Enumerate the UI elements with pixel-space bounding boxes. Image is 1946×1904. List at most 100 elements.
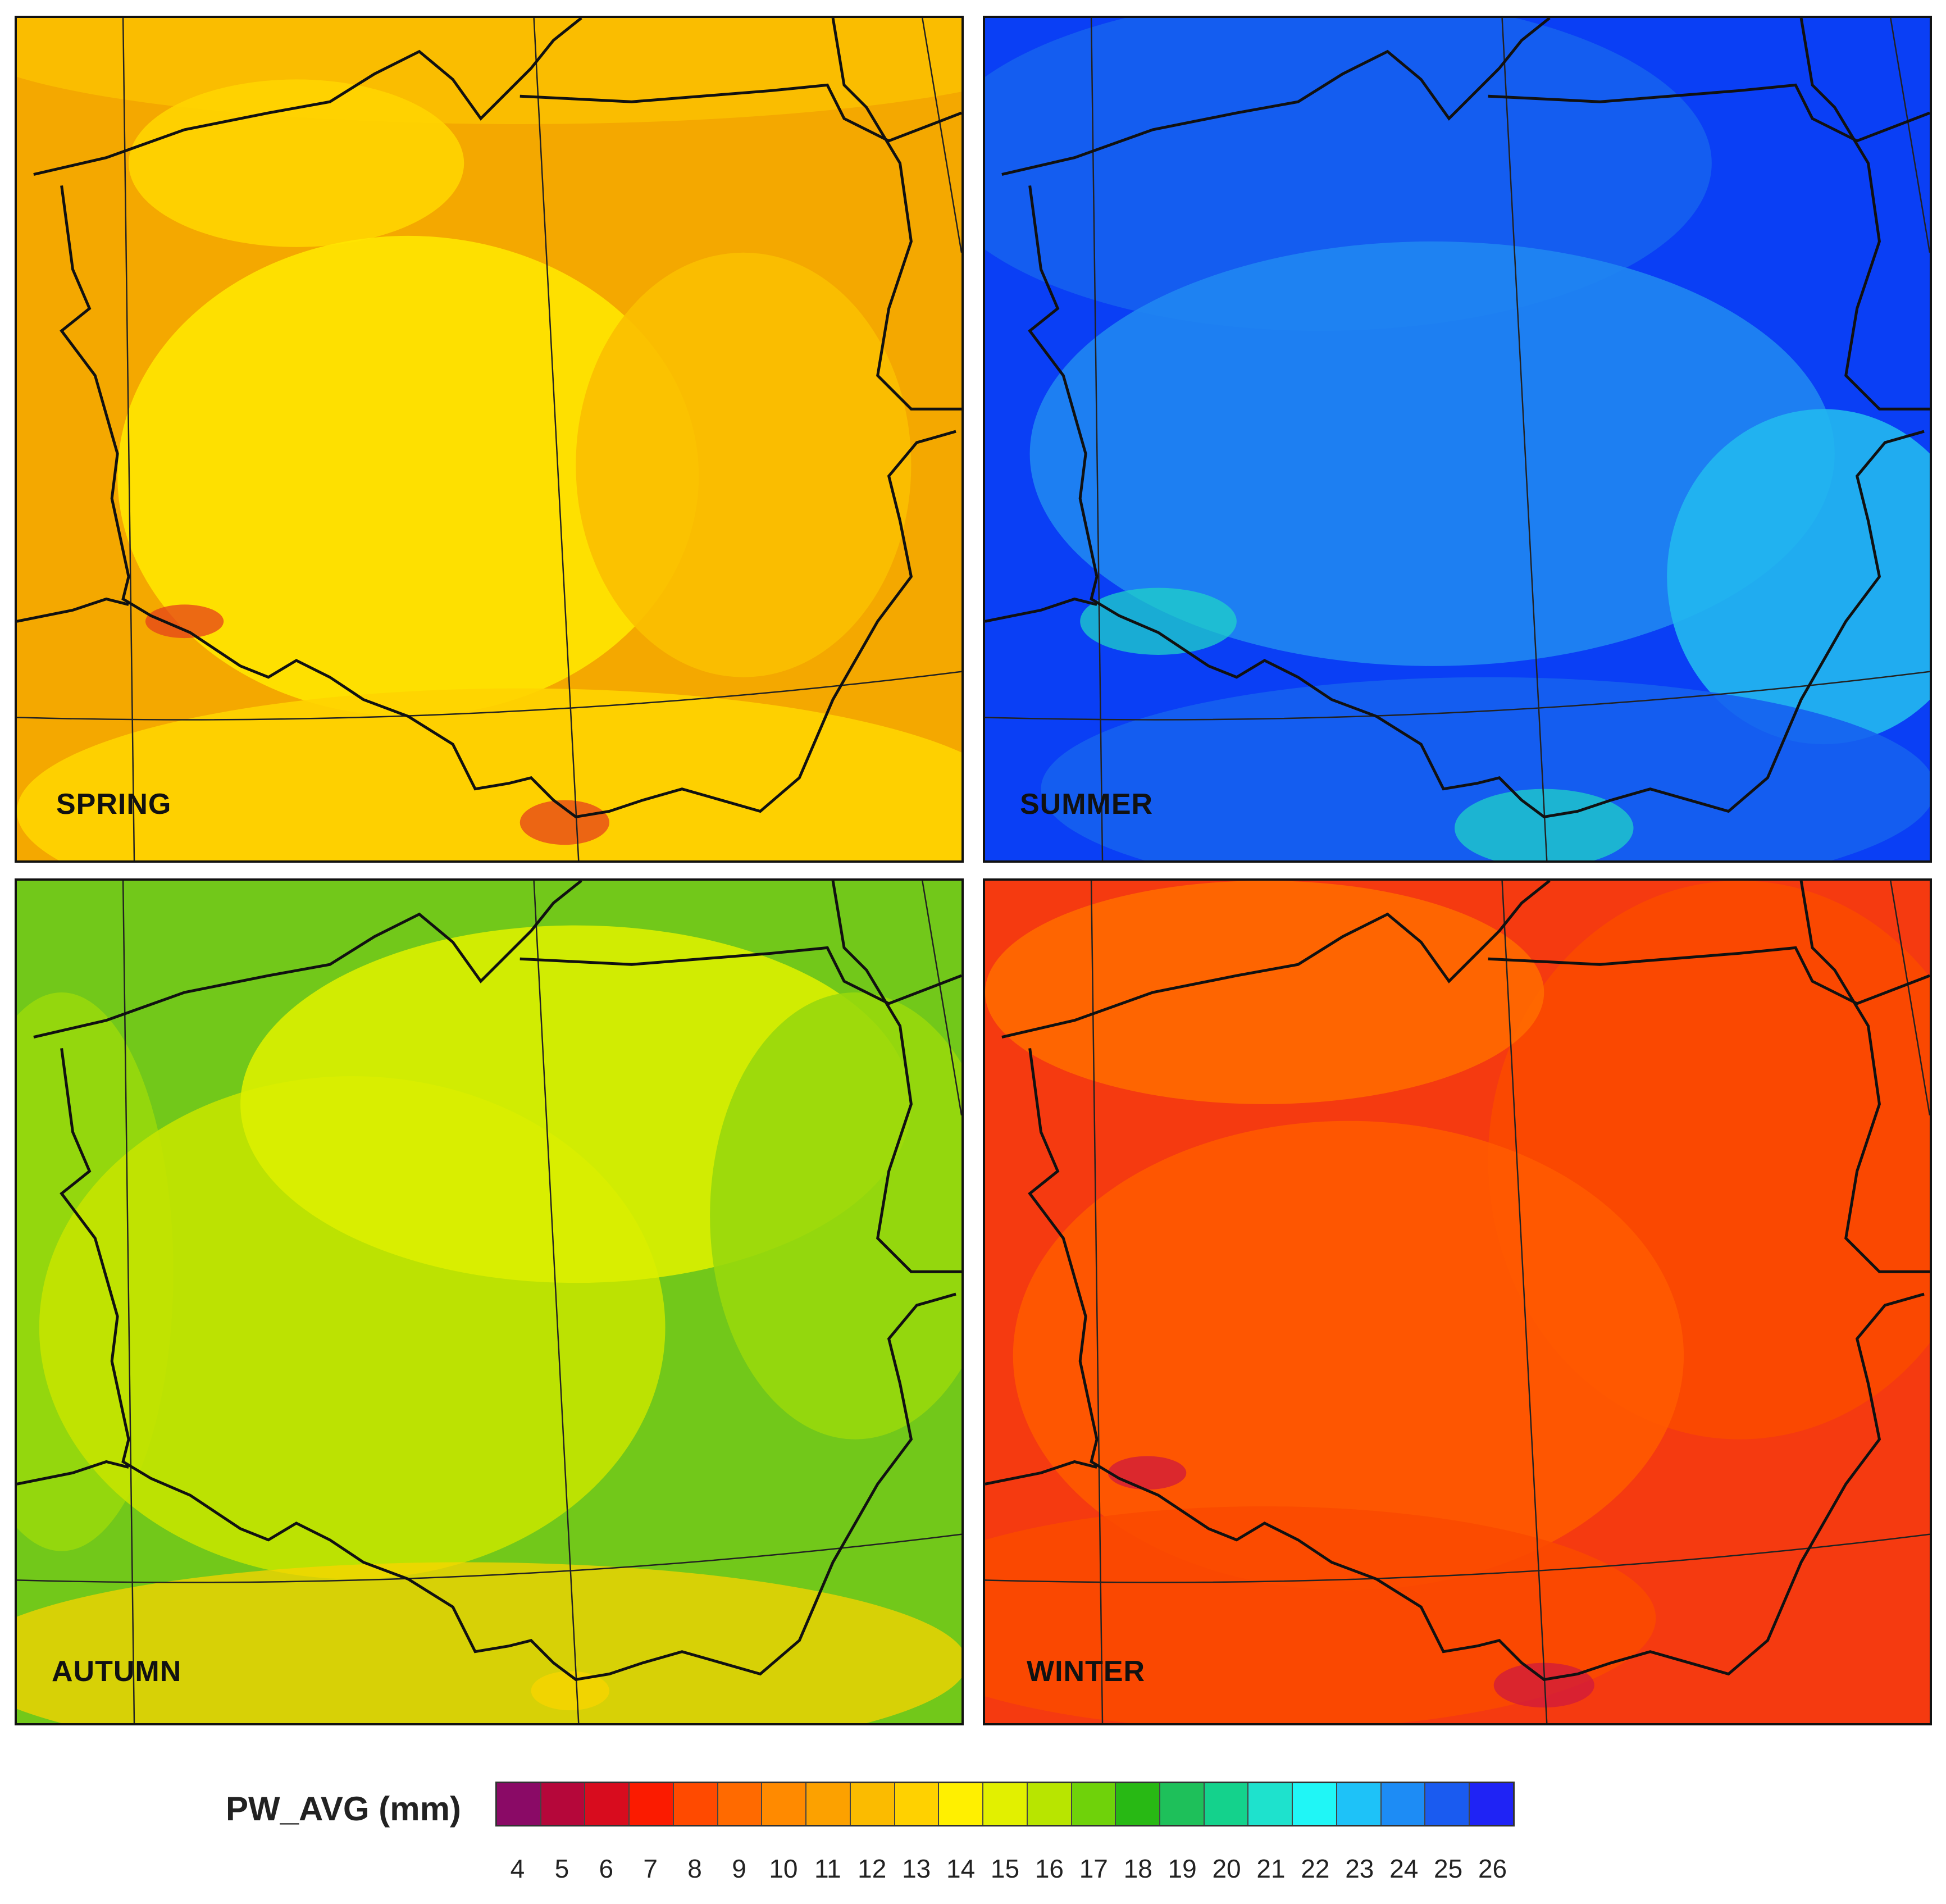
map-panel-winter: WINTER xyxy=(983,878,1932,1725)
blob-south xyxy=(17,688,961,860)
meridian-2 xyxy=(1501,18,1548,860)
map-panel-spring: SPRING xyxy=(15,16,964,863)
legend-tick-label: 24 xyxy=(1389,1854,1419,1883)
legend-title: PW_AVG (mm) xyxy=(226,1790,461,1828)
legend-swatch xyxy=(1425,1783,1470,1825)
legend-swatch xyxy=(541,1783,586,1825)
legend-swatch xyxy=(1248,1783,1293,1825)
border-south-west xyxy=(17,597,129,623)
legend-swatch xyxy=(1293,1783,1337,1825)
poland-border xyxy=(1028,18,1930,819)
legend-tick-label: 8 xyxy=(687,1854,702,1883)
map-panel-autumn: AUTUMN xyxy=(15,878,964,1725)
blob-south xyxy=(17,1562,961,1723)
legend-swatch xyxy=(806,1783,851,1825)
field-blobs xyxy=(985,18,1930,860)
meridian-3 xyxy=(922,18,961,253)
blob-south xyxy=(1041,677,1930,860)
parallel-1 xyxy=(17,1533,961,1583)
border-south-west xyxy=(985,1460,1097,1486)
parallel-1 xyxy=(17,671,961,721)
legend-tick-label: 26 xyxy=(1478,1854,1507,1883)
field-blobs xyxy=(985,881,1930,1723)
meridian-2 xyxy=(1501,881,1548,1723)
legend-tick-label: 23 xyxy=(1345,1854,1374,1883)
border-northeast xyxy=(1488,83,1930,143)
legend-swatch xyxy=(1116,1783,1161,1825)
graticule xyxy=(17,18,961,860)
meridian-3 xyxy=(922,881,961,1115)
legend-swatch xyxy=(1337,1783,1382,1825)
blob-east xyxy=(576,252,912,677)
meridian-2 xyxy=(533,18,580,860)
legend-color-bar xyxy=(495,1782,1515,1826)
legend-swatch xyxy=(1470,1783,1513,1825)
map-winter xyxy=(985,881,1930,1723)
legend-tick-label: 9 xyxy=(732,1854,746,1883)
legend-swatch xyxy=(585,1783,630,1825)
field-blobs xyxy=(17,18,961,860)
blob-central xyxy=(1029,241,1835,666)
poland-border xyxy=(60,18,961,819)
legend-tick-label: 15 xyxy=(990,1854,1020,1883)
legend-tick-label: 25 xyxy=(1434,1854,1463,1883)
legend-tick-label: 18 xyxy=(1123,1854,1152,1883)
meridian-3 xyxy=(1890,18,1930,253)
season-label: AUTUMN xyxy=(52,1655,182,1688)
border-northeast xyxy=(519,83,961,143)
legend-tick-label: 22 xyxy=(1301,1854,1330,1883)
legend-swatch xyxy=(630,1783,674,1825)
poland-border xyxy=(60,881,961,1682)
map-summer xyxy=(985,18,1930,860)
border-south-west xyxy=(17,1460,129,1486)
legend-swatch xyxy=(850,1783,895,1825)
border-south-west xyxy=(985,597,1097,623)
blob-hotspot-2 xyxy=(1108,1456,1187,1490)
blob-hotspot-1 xyxy=(519,800,609,845)
coastline xyxy=(33,18,582,176)
legend-tick-label: 21 xyxy=(1256,1854,1286,1883)
meridian-3 xyxy=(1890,881,1930,1115)
legend-tick-label: 7 xyxy=(643,1854,658,1883)
season-label: SPRING xyxy=(56,788,172,821)
graticule xyxy=(985,18,1930,860)
season-label: SUMMER xyxy=(1020,788,1154,821)
legend-swatch xyxy=(673,1783,718,1825)
legend-tick-label: 4 xyxy=(510,1854,525,1883)
blob-east xyxy=(1667,409,1930,745)
legend-swatch xyxy=(1204,1783,1249,1825)
coastline xyxy=(1001,881,1551,1038)
field-blobs xyxy=(17,925,961,1723)
legend-tick-label: 11 xyxy=(814,1854,841,1883)
legend-swatch xyxy=(497,1783,541,1825)
poland-border xyxy=(1028,881,1930,1682)
legend-tick-label: 5 xyxy=(554,1854,569,1883)
legend-tick-labels: 4 5 6 7 8 9 10 11 12 13 14 15 16 17 18 19 20 21 22 23 24 25 26 xyxy=(495,1853,1515,1893)
map-autumn xyxy=(17,881,961,1723)
blob-south xyxy=(985,1506,1656,1723)
legend-tick-label: 20 xyxy=(1212,1854,1241,1883)
legend-swatch xyxy=(939,1783,984,1825)
parallel-1 xyxy=(985,671,1930,721)
legend-swatch xyxy=(983,1783,1028,1825)
blob-central xyxy=(117,235,699,717)
border-northeast xyxy=(1488,946,1930,1005)
legend-tick-label: 16 xyxy=(1034,1854,1064,1883)
legend-swatch xyxy=(762,1783,807,1825)
legend-tick-label: 10 xyxy=(769,1854,798,1883)
graticule xyxy=(985,881,1930,1723)
graticule xyxy=(17,881,961,1723)
legend-tick-label: 19 xyxy=(1168,1854,1197,1883)
legend-swatch xyxy=(718,1783,763,1825)
blob-hotspot-1 xyxy=(531,1671,609,1711)
legend-tick-label: 13 xyxy=(902,1854,931,1883)
legend-tick-label: 17 xyxy=(1079,1854,1108,1883)
blob-hotspot-2 xyxy=(1080,587,1237,655)
coastline xyxy=(1001,18,1551,176)
legend-swatch xyxy=(1072,1783,1116,1825)
legend-tick-label: 6 xyxy=(599,1854,614,1883)
blob-northwest xyxy=(129,79,464,247)
blob-hotspot-2 xyxy=(145,604,224,639)
legend-swatch xyxy=(1381,1783,1426,1825)
legend-swatch xyxy=(1027,1783,1072,1825)
